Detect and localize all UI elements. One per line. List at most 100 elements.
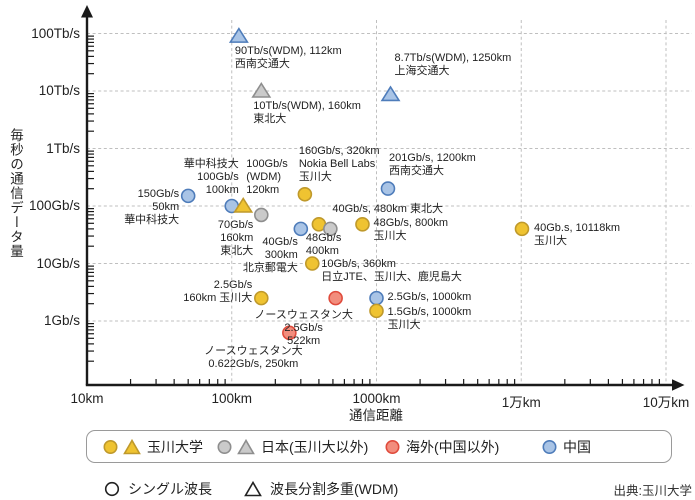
x-tick-label: 10万km (642, 395, 690, 410)
legend-label: シングル波長 (128, 481, 212, 497)
point-label-line: 西南交通大 (234, 58, 290, 71)
point-label-line: 40Gb/s (262, 235, 298, 248)
point-label-line: 522km (287, 335, 321, 348)
open-circle-icon (104, 481, 120, 497)
data-point-circle (293, 221, 309, 237)
x-axis-title: 通信距離 (349, 408, 403, 423)
point-label-line: 華中科技大 (124, 213, 180, 226)
point-label-line: 2.5Gb/s (284, 322, 323, 335)
point-label: 2.5Gb/s 160km 玉川大 (183, 279, 252, 305)
y-axis-arrow-icon (81, 5, 93, 18)
legend-item-wdm: 波長分割多重(WDM) (244, 479, 398, 499)
point-label: 90Tb/s(WDM), 112km 西南交通大 (235, 45, 342, 71)
legend-label: 中国 (563, 438, 591, 455)
legend-label: 玉川大学 (147, 438, 203, 455)
point-label-line: 玉川大 (533, 234, 567, 247)
open-triangle-icon (244, 481, 262, 497)
point-label-line: 東北大 (253, 113, 287, 125)
point-label-line: 100Gb/s (197, 171, 239, 183)
point-label: 70Gb/s 160km 東北大 (218, 219, 253, 258)
point-label-line: Nokia Bell Labs (298, 158, 376, 171)
legend: 玉川大学 日本(玉川大以外) 海外(中国以外) 中国 (86, 430, 672, 463)
data-point-circle (369, 303, 384, 319)
point-label-line: 100Gb/s (246, 158, 288, 170)
point-label-line: ノースウェスタン大 (254, 309, 353, 322)
legend-marker-circle (542, 440, 557, 454)
data-point-circle (282, 325, 297, 341)
legend-label: 波長分割多重(WDM) (270, 481, 399, 497)
point-label-line: 10Gb/s, 360km (321, 257, 396, 270)
y-tick-label: 100Tb/s (31, 25, 80, 41)
point-label: 40Gb/s 300km 北京郵電大 (243, 236, 298, 275)
data-point-circle (253, 207, 269, 223)
point-label-line: 150Gb/s (137, 187, 180, 200)
legend-item-single-wavelength: シングル波長 (104, 479, 212, 499)
data-point-circle (253, 290, 269, 306)
source-credit: 出典:玉川大学 (613, 484, 692, 498)
circle-marker-icon (542, 440, 557, 454)
data-point-circle (180, 188, 196, 204)
point-label-line: 48Gb/s (305, 232, 342, 245)
point-label: 150Gb/s 50km 華中科技大 (124, 188, 179, 227)
data-point-triangle (380, 85, 401, 102)
point-label: 8.7Tb/s(WDM), 1250km 上海交通大 (395, 52, 512, 78)
data-point-circle (304, 256, 320, 271)
legend-item-tamagawa: 玉川大学 (103, 437, 203, 457)
point-label-line: 40Gb/s, 480km 東北大 (332, 202, 444, 215)
point-label: 48Gb/s 400km (306, 232, 341, 258)
point-label-line: 201Gb/s, 1200km (388, 151, 476, 164)
point-label: 100Gb/s (WDM) 120km (246, 158, 288, 197)
point-label-line: 玉川大 (373, 230, 407, 243)
point-label-line: 日立JTE、玉川大、鹿児島大 (321, 270, 462, 283)
circle-marker-icon (385, 440, 400, 454)
x-axis-arrow-icon (672, 379, 685, 391)
point-label-line: 70Gb/s (217, 218, 254, 231)
point-label: 40Gb/s, 480km 東北大 (332, 203, 443, 216)
circle-marker-icon (103, 440, 118, 454)
y-axis-title: 毎秒の通信データ量 (8, 128, 23, 259)
point-label-line: 100km (205, 184, 239, 196)
point-label-line: 120km (246, 184, 280, 196)
point-label-line: 8.7Tb/s(WDM), 1250km (394, 52, 512, 65)
point-label-line: 1.5Gb/s, 1000km (387, 305, 472, 318)
point-label-line: 2.5Gb/s (213, 279, 253, 292)
point-label: ノースウェスタン大 0.622Gb/s, 250km (204, 345, 302, 371)
point-label: 2.5Gb/s, 1000km (388, 291, 472, 304)
data-point-triangle (233, 196, 254, 213)
triangle-marker-icon (123, 438, 141, 455)
point-label-line: 東北大 (220, 244, 254, 257)
point-label-line: 300km (264, 248, 298, 261)
data-point-triangle (251, 81, 272, 98)
point-label-line: ノースウェスタン大 (204, 344, 303, 357)
data-point-circle (297, 186, 313, 202)
point-label-line: (WDM) (246, 171, 282, 183)
point-label-line: 玉川大 (387, 318, 421, 331)
legend-item-china: 中国 (542, 437, 591, 457)
point-label: 10Tb/s(WDM), 160km 東北大 (253, 100, 361, 126)
legend-item-overseas: 海外(中国以外) (385, 437, 499, 457)
legend-marker-circle (385, 440, 400, 454)
point-label-line: 華中科技大 (183, 158, 239, 170)
y-tick-label: 10Gb/s (36, 255, 80, 271)
legend-item-japan: 日本(玉川大以外) (217, 437, 368, 457)
y-tick-label: 1Tb/s (46, 140, 80, 156)
legend-label: 海外(中国以外) (406, 438, 500, 455)
point-label-line: 50km (152, 200, 180, 213)
point-label-line: 北京郵電大 (242, 261, 298, 274)
point-label: ノースウェスタン大 2.5Gb/s 522km (254, 309, 352, 348)
data-point-circle (514, 221, 530, 237)
data-point-triangle (228, 27, 249, 43)
point-label: 201Gb/s, 1200km 西南交通大 (389, 152, 476, 178)
y-tick-label: 1Gb/s (43, 313, 80, 328)
circle-marker-icon (217, 440, 232, 454)
data-point-circle (380, 181, 396, 196)
x-tick-label: 1万km (501, 395, 541, 410)
x-tick-label: 10km (70, 391, 104, 406)
y-tick-label: 100Gb/s (28, 198, 80, 213)
point-label: 40Gb.s, 10118km 玉川大 (534, 222, 620, 248)
point-label-line: 160km 玉川大 (183, 292, 253, 305)
point-label-line: 上海交通大 (394, 65, 450, 78)
